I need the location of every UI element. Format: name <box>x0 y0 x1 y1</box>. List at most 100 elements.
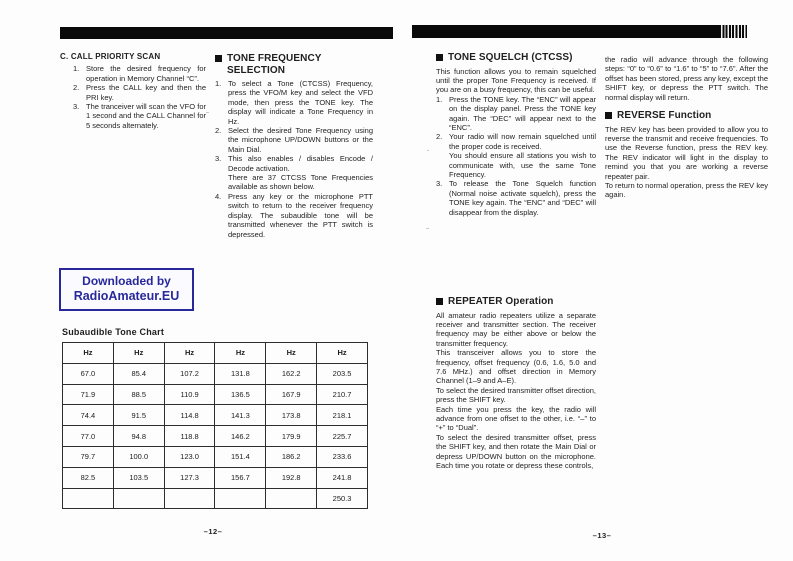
list-item: Press the TONE key. The “ENC” will appea… <box>449 94 596 132</box>
tone-chart-cell: 192.8 <box>265 466 318 489</box>
list-item: Select the desired Tone Frequency using … <box>228 126 373 154</box>
repeater-section: REPEATER Operation All amateur radio rep… <box>436 296 596 470</box>
tone-chart-header-cell: Hz <box>112 342 165 364</box>
paragraph: Each time you press the key, the radio w… <box>436 404 596 433</box>
tone-chart-cell: 173.8 <box>265 404 318 427</box>
tone-chart-cell: 162.2 <box>265 362 318 385</box>
repeater-continuation: the radio will advance through the follo… <box>605 55 768 102</box>
tone-chart-row: 250.3 <box>62 487 368 510</box>
tone-chart-row: 82.5 103.5 127.3 156.7 192.8 241.8 <box>62 466 368 489</box>
tone-chart-header-cell: Hz <box>214 342 267 364</box>
right-page-column-2: the radio will advance through the follo… <box>605 55 768 200</box>
tone-chart-cell: 107.2 <box>163 362 216 385</box>
tone-chart-row: 79.7 100.0 123.0 151.4 186.2 233.6 <box>62 445 368 468</box>
call-priority-scan-list: Store the desired frequency for operatio… <box>60 64 206 130</box>
tone-frequency-heading: TONE FREQUENCY SELECTION <box>215 53 373 76</box>
list-item: To select a Tone (CTCSS) Frequency, pres… <box>228 79 373 126</box>
tone-chart-cell: 218.1 <box>316 404 368 427</box>
left-page-column-2: TONE FREQUENCY SELECTION To select a Ton… <box>215 53 373 239</box>
tone-chart-cell: 203.5 <box>316 362 368 385</box>
paragraph: This transceiver allows you to store the… <box>436 348 596 386</box>
black-square-bullet-icon <box>215 55 222 62</box>
page-left-header-bar <box>60 27 393 39</box>
repeater-heading: REPEATER Operation <box>436 296 596 308</box>
tone-chart-cell: 110.9 <box>163 383 216 406</box>
tone-chart-row: 77.0 94.8 118.8 146.2 179.9 225.7 <box>62 425 368 447</box>
tone-chart-cell: 151.4 <box>214 445 267 468</box>
tone-chart-cell: 156.7 <box>214 466 267 489</box>
tone-chart-cell: 179.9 <box>265 425 318 447</box>
tone-chart-cell: 91.5 <box>112 404 165 427</box>
tone-chart-cell: 85.4 <box>112 362 165 385</box>
right-page-column-1: TONE SQUELCH (CTCSS) This function allow… <box>436 52 596 217</box>
tone-chart-cell: 167.9 <box>265 383 318 406</box>
tone-chart-cell: 131.8 <box>214 362 267 385</box>
tone-chart-cell: 136.5 <box>214 383 267 406</box>
tone-chart-cell: 71.9 <box>62 383 114 406</box>
tone-chart-cell <box>62 487 114 510</box>
section-title: REPEATER Operation <box>448 296 554 307</box>
call-priority-scan-heading: C. CALL PRIORITY SCAN <box>60 52 161 61</box>
tone-chart-header-cell: Hz <box>265 342 318 364</box>
left-page-column-1: C. CALL PRIORITY SCAN Store the desired … <box>60 52 206 130</box>
page-right-header-bar <box>412 25 747 38</box>
tone-chart-cell <box>214 487 267 510</box>
tone-chart-row: 67.0 85.4 107.2 131.8 162.2 203.5 <box>62 362 368 385</box>
section-title: REVERSE Function <box>617 110 712 122</box>
tone-chart-title: Subaudible Tone Chart <box>62 327 165 337</box>
tone-chart-header-cell: Hz <box>316 342 368 364</box>
tone-chart-cell: 74.4 <box>62 404 114 427</box>
tone-chart-header-cell: Hz <box>62 342 114 364</box>
section-title: TONE SQUELCH (CTCSS) <box>448 52 573 63</box>
tone-chart-row: 71.9 88.5 110.9 136.5 167.9 210.7 <box>62 383 368 406</box>
tone-squelch-list: Press the TONE key. The “ENC” will appea… <box>436 95 596 217</box>
tone-chart-cell: 118.8 <box>163 425 216 447</box>
tone-chart-cell: 114.8 <box>163 404 216 427</box>
tone-chart-cell: 77.0 <box>62 425 114 447</box>
tone-chart-cell <box>163 487 216 510</box>
watermark-radioamateur: Downloaded by RadioAmateur.EU <box>59 268 194 311</box>
scan-artifact <box>426 228 429 229</box>
tone-chart-cell <box>112 487 165 510</box>
paragraph: All amateur radio repeaters utilize a se… <box>436 310 596 348</box>
tone-chart-cell: 233.6 <box>316 445 368 468</box>
list-item: This also enables / disables Encode / De… <box>228 154 373 192</box>
section-title: TONE FREQUENCY SELECTION <box>227 53 322 76</box>
paragraph: The REV key has been provided to allow y… <box>605 124 768 181</box>
tone-chart-cell: 141.3 <box>214 404 267 427</box>
tone-chart-row: Hz Hz Hz Hz Hz Hz <box>62 342 368 364</box>
list-item: The tranceiver will scan the VFO for 1 s… <box>86 102 206 130</box>
tone-chart-cell: 82.5 <box>62 466 114 489</box>
tone-chart-cell: 103.5 <box>112 466 165 489</box>
tone-frequency-list: To select a Tone (CTCSS) Frequency, pres… <box>215 79 373 239</box>
list-item: Your radio will now remain squelched unt… <box>449 132 596 179</box>
tone-chart-cell: 94.8 <box>112 425 165 447</box>
watermark-line2: RadioAmateur.EU <box>73 289 180 303</box>
page-number-12: –12– <box>203 527 223 536</box>
tone-chart-cell: 146.2 <box>214 425 267 447</box>
tone-chart-cell: 127.3 <box>163 466 216 489</box>
page-number-13: –13– <box>592 531 612 540</box>
paragraph: To select the desired transmitter offset… <box>436 385 596 405</box>
tone-chart-cell: 250.3 <box>316 487 368 510</box>
tone-chart-table: Hz Hz Hz Hz Hz Hz 67.0 85.4 107.2 131.8 162.2 203.5… <box>62 342 368 510</box>
tone-squelch-intro: This function allows you to remain squel… <box>436 66 596 95</box>
tone-chart-cell: 210.7 <box>316 383 368 406</box>
scan-artifact <box>427 150 429 151</box>
black-square-bullet-icon <box>605 112 612 120</box>
tone-chart-cell: 88.5 <box>112 383 165 406</box>
list-item: Store the desired frequency for operatio… <box>86 64 206 83</box>
black-square-bullet-icon <box>436 54 443 61</box>
watermark-line1: Downloaded by <box>82 274 171 288</box>
tone-chart-cell: 123.0 <box>163 445 216 468</box>
tone-chart-cell: 79.7 <box>62 445 114 468</box>
list-item: To release the Tone Squelch function (No… <box>449 179 596 217</box>
paragraph: To return to normal operation, press the… <box>605 180 768 200</box>
black-square-bullet-icon <box>436 298 443 305</box>
list-item: Press any key or the microphone PTT swit… <box>228 191 373 239</box>
barcode-icon <box>719 25 747 38</box>
paragraph: To select the desired transmitter offset… <box>436 432 596 470</box>
tone-chart-cell: 100.0 <box>112 445 165 468</box>
tone-chart-cell <box>265 487 318 510</box>
